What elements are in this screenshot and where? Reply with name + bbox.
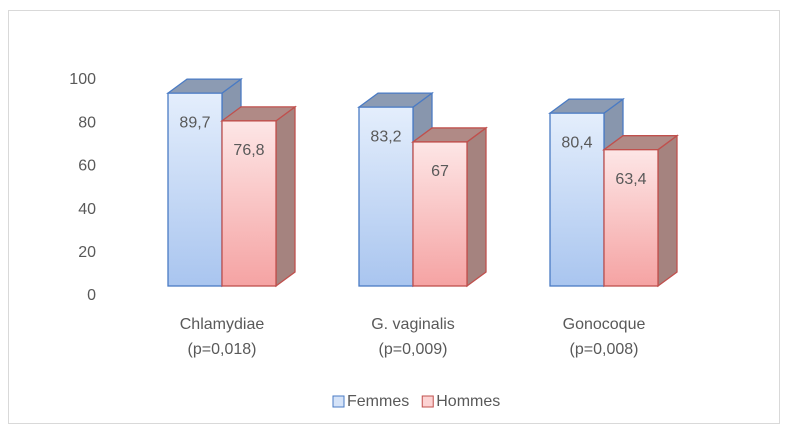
y-tick-label: 80: [78, 114, 96, 131]
legend-swatch: [332, 395, 345, 408]
bar: [167, 92, 223, 287]
x-tick-label: (p=0,018): [188, 341, 257, 358]
data-label: 89,7: [179, 114, 210, 131]
bar-side: [657, 134, 678, 288]
bar: [412, 141, 468, 287]
bar: [603, 149, 659, 287]
y-tick-label: 0: [87, 287, 96, 304]
data-label: 67: [431, 163, 449, 180]
bar: [221, 120, 277, 287]
x-tick-label: (p=0,008): [570, 341, 639, 358]
x-tick-label: Gonocoque: [563, 316, 646, 333]
legend-swatch: [421, 395, 434, 408]
y-tick-label: 40: [78, 201, 96, 218]
legend-label: Femmes: [347, 393, 409, 410]
data-label: 76,8: [233, 142, 264, 159]
data-label: 80,4: [561, 134, 592, 151]
y-tick-label: 20: [78, 244, 96, 261]
data-label: 63,4: [615, 171, 646, 188]
y-tick-label: 60: [78, 158, 96, 175]
bar: [358, 106, 414, 287]
data-label: 83,2: [370, 128, 401, 145]
x-tick-label: (p=0,009): [379, 341, 448, 358]
bar: [549, 112, 605, 287]
legend-label: Hommes: [436, 393, 500, 410]
bar-side: [275, 105, 296, 288]
y-tick-label: 100: [69, 71, 96, 88]
bar-side: [466, 126, 487, 288]
x-tick-label: G. vaginalis: [371, 316, 455, 333]
x-tick-label: Chlamydiae: [180, 316, 265, 333]
